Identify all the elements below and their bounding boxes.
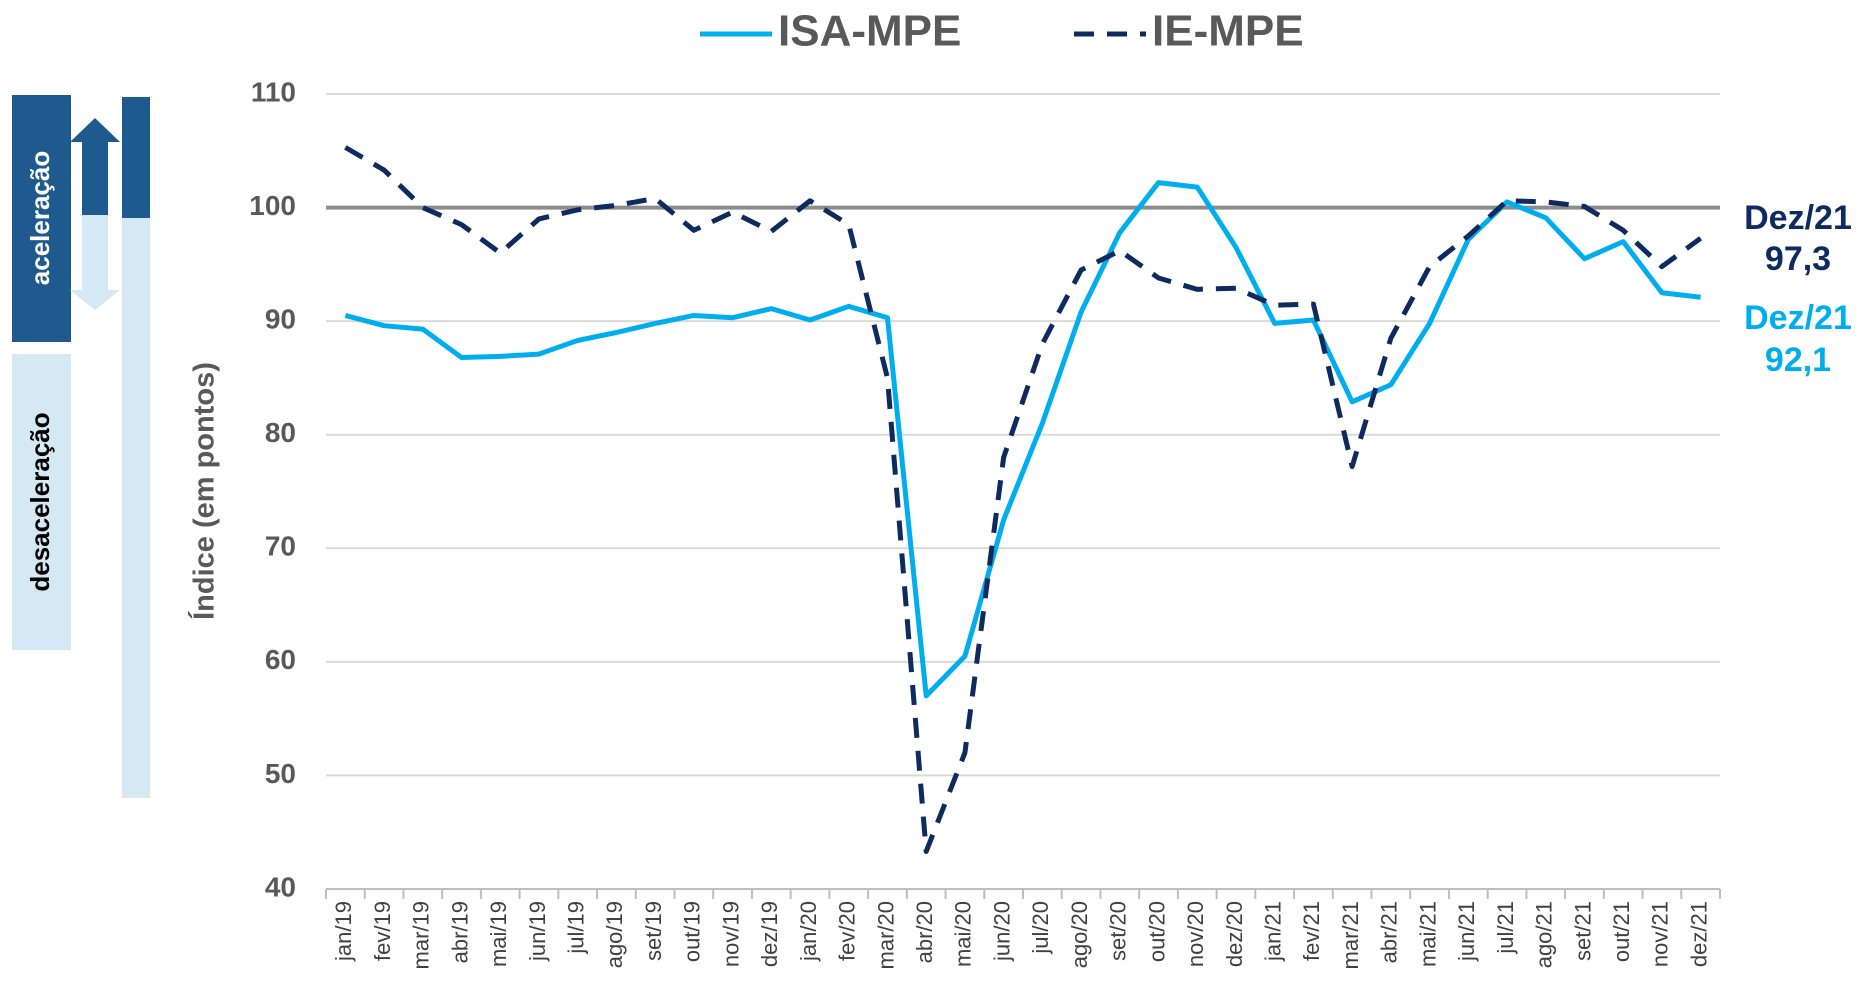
y-tick-label: 40 [265,871,296,902]
x-tick-label: out/20 [1144,901,1169,962]
x-tick-label: set/19 [641,901,666,961]
end-label: Dez/21 [1744,299,1852,337]
x-tick-label: set/21 [1570,901,1595,961]
x-tick-label: set/20 [1106,901,1131,961]
down-arrow-shaft [82,213,108,293]
x-tick-label: mar/21 [1338,901,1363,969]
x-tick-label: ago/20 [1067,901,1092,968]
x-tick-label: dez/20 [1222,901,1247,967]
x-tick-label: jun/19 [525,901,550,962]
x-tick-label: jan/19 [331,901,356,962]
x-tick-label: mai/20 [951,901,976,967]
x-tick-label: out/19 [680,901,705,962]
series-line [344,145,1703,855]
y-tick-label: 80 [265,417,296,448]
y-tick-label: 100 [249,190,296,221]
x-tick-label: nov/19 [718,901,743,967]
end-label: Dez/21 [1744,199,1852,237]
accel-box [12,95,71,342]
x-tick-label: mai/19 [486,901,511,967]
decel-bar [122,218,150,798]
up-arrow-shaft [82,140,108,215]
x-tick-label: jan/20 [796,901,821,962]
x-tick-label: dez/19 [757,901,782,967]
end-value-label: 92,1 [1765,341,1831,379]
x-tick-label: jan/21 [1261,901,1286,962]
decel-box [12,354,71,650]
x-tick-label: jul/21 [1493,901,1518,955]
y-axis-title: Índice (em pontos) [187,362,221,620]
x-tick-label: mai/21 [1415,901,1440,967]
x-tick-label: fev/19 [370,901,395,961]
accel-label: aceleração [25,151,55,285]
x-tick-label: fev/20 [835,901,860,961]
y-tick-label: 110 [251,76,296,107]
x-tick-label: jun/20 [989,901,1014,962]
y-tick-label: 70 [265,531,296,562]
y-tick-label: 60 [265,644,296,675]
x-tick-label: jun/21 [1454,901,1479,962]
x-tick-label: jul/19 [564,901,589,955]
decel-label: desaceleração [25,412,55,591]
legend-label: IE-MPE [1152,7,1304,56]
legend-label: ISA-MPE [778,7,961,56]
x-tick-label: mar/20 [873,901,898,969]
x-tick-label: fev/21 [1299,901,1324,961]
down-arrow-head [70,290,120,310]
x-tick-label: ago/19 [602,901,627,968]
x-tick-label: ago/21 [1532,901,1557,968]
x-tick-label: out/21 [1609,901,1634,962]
series-line [344,180,1701,699]
x-tick-label: jul/20 [1028,901,1053,955]
x-tick-label: dez/21 [1686,901,1711,967]
x-tick-label: nov/20 [1183,901,1208,967]
y-tick-label: 50 [265,758,296,789]
x-tick-label: abr/20 [912,901,937,963]
end-value-label: 97,3 [1765,240,1831,278]
x-tick-label: mar/19 [409,901,434,969]
x-tick-label: abr/21 [1377,901,1402,963]
x-tick-label: abr/19 [447,901,472,963]
y-tick-label: 90 [265,304,296,335]
x-tick-label: nov/21 [1648,901,1673,967]
up-arrow-head [70,118,120,142]
accel-bar [122,97,150,218]
